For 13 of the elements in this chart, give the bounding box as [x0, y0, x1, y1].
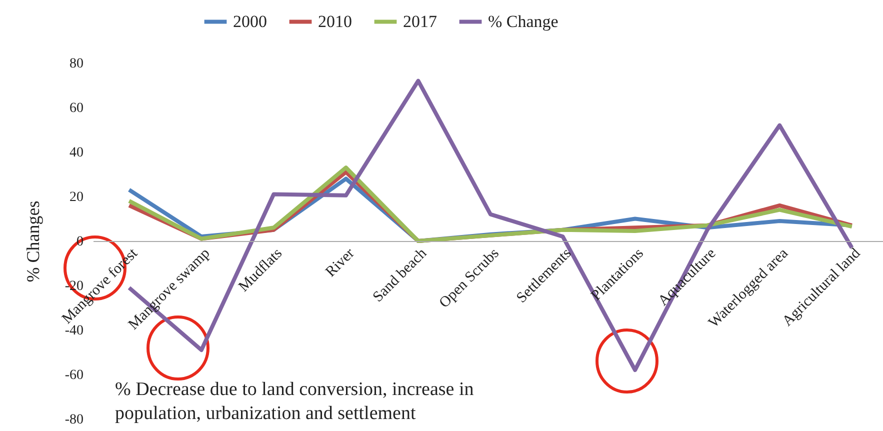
annotation: % Decrease due to land conversion, increase in population, urbanization and settlement: [115, 378, 475, 426]
legend-label: % Change: [488, 12, 558, 31]
y-tick-label: 80: [70, 56, 84, 72]
y-tick-label: -40: [64, 324, 84, 338]
legend-label: 2000: [233, 12, 267, 31]
y-tick-label: 20: [70, 190, 84, 205]
y-tick-label: 60: [70, 101, 84, 116]
y-tick-label: -60: [64, 368, 84, 383]
y-axis-title: % Changes: [22, 200, 43, 282]
y-tick-label: 40: [70, 146, 84, 160]
y-tick-label: -80: [64, 412, 84, 428]
legend-label: 2010: [318, 12, 352, 31]
legend-label: 2017: [403, 12, 438, 31]
